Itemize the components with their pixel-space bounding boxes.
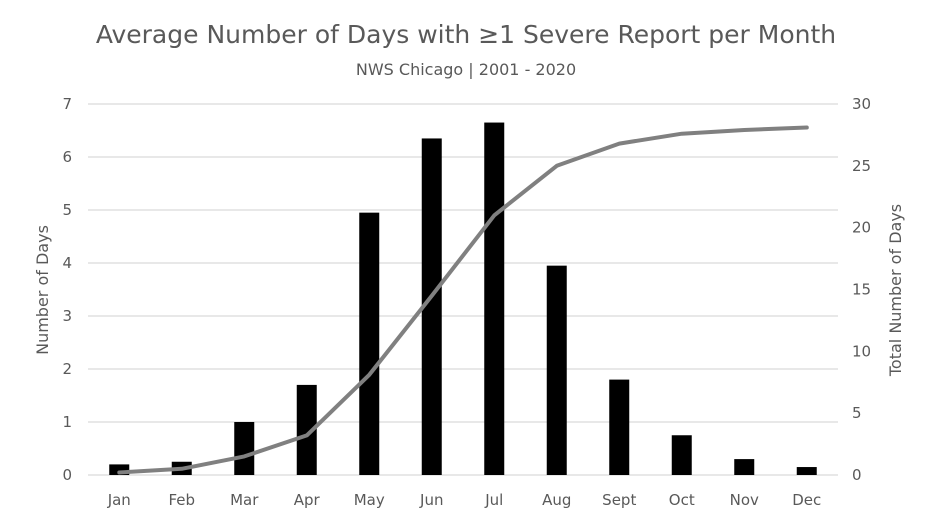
cumulative-line-series [117, 125, 809, 475]
x-tick-label: Jan [107, 491, 131, 509]
bar [484, 122, 505, 476]
y-tick-label-left: 5 [62, 201, 72, 219]
x-tick-label: Feb [168, 491, 195, 509]
bar [546, 265, 567, 475]
x-tick-label: Dec [792, 491, 821, 509]
y-tick-label-right: 0 [852, 466, 862, 484]
left-y-axis-ticks: 0 1 2 3 4 5 6 7 [62, 95, 72, 484]
y-tick-label-left: 6 [62, 148, 72, 166]
y-axis-label-right: Total Number of Days [886, 204, 905, 377]
x-tick-label: Oct [669, 491, 695, 509]
y-tick-label-right: 10 [852, 342, 871, 360]
chart-subtitle: NWS Chicago | 2001 - 2020 [356, 60, 576, 79]
bar [421, 138, 442, 475]
chart-title: Average Number of Days with ≥1 Severe Re… [96, 20, 836, 49]
y-tick-label-right: 30 [852, 95, 871, 113]
bar [296, 384, 317, 475]
bar [234, 422, 255, 475]
gridlines [88, 103, 838, 476]
x-tick-label: Mar [230, 491, 259, 509]
y-tick-label-left: 4 [62, 254, 72, 272]
y-axis-label-left: Number of Days [33, 225, 52, 355]
bar [109, 464, 130, 475]
cumulative-line [117, 125, 809, 475]
x-tick-label: Jul [484, 491, 503, 509]
x-tick-label: Aug [542, 491, 571, 509]
y-tick-label-right: 15 [852, 281, 871, 299]
y-tick-label-right: 25 [852, 157, 871, 175]
y-tick-label-left: 2 [62, 360, 72, 378]
x-tick-label: Apr [294, 491, 321, 509]
y-tick-label-left: 1 [62, 413, 72, 431]
bar [734, 459, 755, 475]
bar [609, 379, 630, 475]
y-tick-label-right: 20 [852, 219, 871, 237]
x-tick-label: Sept [602, 491, 636, 509]
right-y-axis-ticks: 0 5 10 15 20 25 30 [852, 95, 871, 484]
bar [671, 435, 692, 475]
y-tick-label-left: 7 [62, 95, 72, 113]
y-tick-label-right: 5 [852, 404, 862, 422]
x-axis-ticks: Jan Feb Mar Apr May Jun Jul Aug Sept Oct Nov Dec [107, 491, 822, 509]
x-tick-label: Nov [730, 491, 759, 509]
x-tick-label: May [354, 491, 385, 509]
x-tick-label: Jun [419, 491, 443, 509]
bar [796, 467, 817, 475]
bar [359, 212, 380, 475]
y-tick-label-left: 3 [62, 307, 72, 325]
y-tick-label-left: 0 [62, 466, 72, 484]
